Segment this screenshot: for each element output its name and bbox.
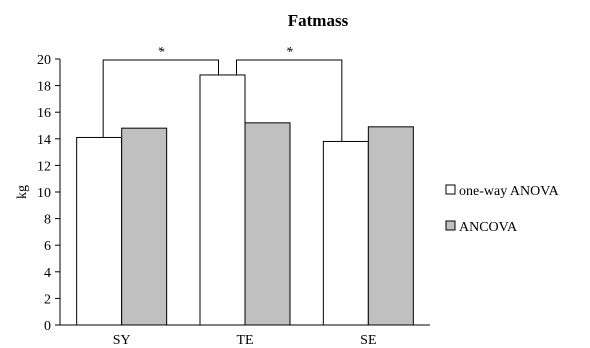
significance-marker: * — [155, 44, 166, 60]
y-tick-label: 8 — [44, 213, 51, 228]
significance-bracket — [102, 59, 219, 138]
category-labels: SY TE SE — [113, 333, 377, 348]
x-tick-label: SE — [360, 333, 376, 348]
legend-swatch — [445, 220, 456, 231]
y-ticks: 0 2 4 6 8 10 12 14 16 18 20 — [37, 53, 60, 334]
bar-te-anova — [199, 74, 246, 326]
y-tick-label: 18 — [37, 80, 51, 95]
legend-label: ANCOVA — [459, 220, 518, 235]
x-tick-label: TE — [236, 333, 253, 348]
y-tick-label: 0 — [44, 319, 51, 334]
legend-swatch — [445, 184, 456, 195]
y-tick-label: 4 — [44, 266, 51, 281]
y-tick-label: 10 — [37, 186, 51, 201]
bar-se-anova — [322, 140, 369, 326]
bar-se-ancova — [367, 126, 414, 326]
bar-sy-anova — [76, 136, 123, 326]
significance-brackets: * * — [102, 44, 343, 142]
y-tick-label: 6 — [44, 239, 51, 254]
y-axis-label: kg — [15, 185, 30, 199]
legend-label: one-way ANOVA — [459, 184, 560, 199]
significance-marker: * — [284, 44, 295, 60]
chart-title: Fatmass — [288, 11, 349, 30]
bar-te-ancova — [244, 122, 291, 326]
y-tick-label: 2 — [44, 292, 51, 307]
y-tick-label: 14 — [37, 133, 51, 148]
significance-bracket — [236, 59, 343, 142]
bar-sy-ancova — [121, 127, 168, 326]
bars — [76, 74, 414, 326]
x-tick-label: SY — [113, 333, 131, 348]
legend: one-way ANOVA ANCOVA — [445, 184, 560, 235]
y-tick-label: 20 — [37, 53, 51, 68]
y-tick-label: 16 — [37, 106, 51, 121]
y-tick-label: 12 — [37, 159, 51, 174]
